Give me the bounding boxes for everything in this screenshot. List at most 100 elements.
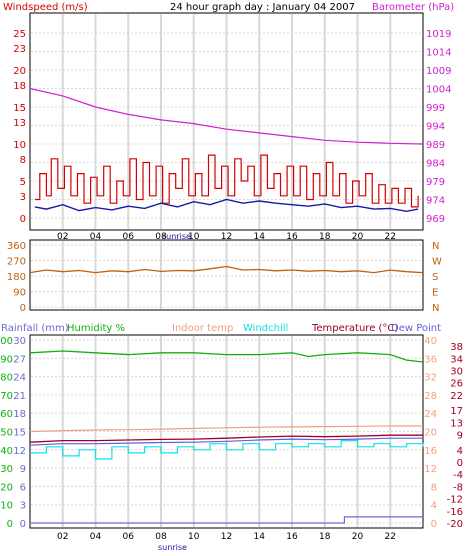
humidity-tick-label: 80 <box>0 373 13 384</box>
rainfall-line <box>30 516 423 524</box>
barometer-tick-label: 1004 <box>426 85 451 96</box>
x-tick-label-top: 14 <box>254 232 266 242</box>
indoor-tick-label: 8 <box>431 482 437 493</box>
compass-label: N <box>432 241 439 252</box>
indoor-tick-label: 20 <box>424 428 437 439</box>
compass-label: N <box>432 303 439 314</box>
x-tick-label-bottom: 06 <box>123 532 135 542</box>
windspeed-tick-label: 25 <box>13 29 26 40</box>
humidity-tick-label: 30 <box>0 464 13 475</box>
wind-direction-tick-label: 90 <box>13 288 26 299</box>
rainfall-label: Rainfall (mm) <box>1 323 69 334</box>
indoor-tick-label: 32 <box>424 373 437 384</box>
humidity-tick-label: 10 <box>0 501 13 512</box>
x-tick-label-bottom: 14 <box>254 532 266 542</box>
temperature-tick-label: 4 <box>457 446 463 457</box>
x-tick-label-top: 12 <box>221 232 232 242</box>
humidity-tick-label: 70 <box>0 391 13 402</box>
rainfall-tick-label: 30 <box>13 336 26 347</box>
temperature-tick-label: 0 <box>457 458 463 469</box>
humidity-tick-label: 0 <box>7 519 13 530</box>
x-tick-label-bottom: 18 <box>319 532 331 542</box>
windchill-line <box>30 440 424 460</box>
rainfall-tick-label: 9 <box>20 464 26 475</box>
indoor-tick-label: 40 <box>424 336 437 347</box>
temperature-tick-label: 26 <box>450 379 463 390</box>
rainfall-tick-label: 24 <box>13 373 26 384</box>
x-tick-label-top: 08 <box>155 232 167 242</box>
temperature-tick-label: 34 <box>450 354 463 365</box>
indoor-tick-label: 12 <box>424 464 437 475</box>
rainfall-tick-label: 15 <box>13 428 26 439</box>
barometer-tick-label: 979 <box>426 177 445 188</box>
indoor-tick-label: 28 <box>424 391 437 402</box>
humidity-tick-label: 20 <box>0 482 13 493</box>
temperature-tick-label: -4 <box>453 470 463 481</box>
windspeed-tick-label: 10 <box>13 140 26 151</box>
temperature-tick-label: -8 <box>453 482 463 493</box>
humidity-tick-label: 40 <box>0 446 13 457</box>
x-tick-label-top: 18 <box>319 232 331 242</box>
panel1-frame <box>29 12 424 231</box>
indoor-temp-label: Indoor temp <box>172 323 233 334</box>
x-tick-label-bottom: 10 <box>188 532 200 542</box>
humidity-line <box>29 350 424 363</box>
x-tick-label-bottom: 12 <box>221 532 232 542</box>
temperature-tick-label: 38 <box>450 342 463 353</box>
rainfall-tick-label: 18 <box>13 409 26 420</box>
indoor-tick-label: 36 <box>424 354 437 365</box>
humidity-tick-label: 90 <box>0 354 13 365</box>
windspeed-tick-label: 3 <box>20 192 26 203</box>
x-tick-label-bottom: 20 <box>352 532 364 542</box>
indoor-tick-label: 24 <box>424 409 437 420</box>
windspeed-tick-label: 13 <box>13 118 26 129</box>
rainfall-tick-label: 12 <box>13 446 26 457</box>
indoor-tick-label: 4 <box>431 501 437 512</box>
x-tick-label-top: 16 <box>286 232 298 242</box>
temperature-line <box>29 434 423 443</box>
x-tick-label-top: 04 <box>90 232 102 242</box>
series-lines <box>29 87 424 524</box>
humidity-tick-label: 60 <box>0 409 13 420</box>
windspeed-tick-label: 8 <box>20 155 26 166</box>
sunrise-label-2: sunrise <box>158 543 187 552</box>
temperature-tick-label: -16 <box>447 507 463 518</box>
windspeed-tick-label: 20 <box>13 66 26 77</box>
windspeed-tick-label: 18 <box>13 81 26 92</box>
temperature-tick-label: 17 <box>450 406 463 417</box>
x-tick-label-top: 20 <box>352 232 364 242</box>
wind-direction-tick-label: 270 <box>7 257 26 268</box>
windspeed-line <box>34 154 419 208</box>
rainfall-tick-label: 21 <box>13 391 26 402</box>
barometer-tick-label: 1019 <box>426 29 451 40</box>
rainfall-tick-label: 6 <box>20 482 26 493</box>
x-tick-label-bottom: 02 <box>57 532 68 542</box>
barometer-tick-label: 1009 <box>426 66 451 77</box>
rainfall-tick-label: 27 <box>13 354 26 365</box>
wind-direction-tick-label: 180 <box>7 272 26 283</box>
wind-direction-tick-label: 360 <box>7 241 26 252</box>
x-tick-label-bottom: 22 <box>385 532 396 542</box>
dewpoint-line <box>29 437 423 446</box>
dewpoint-label: Dew Point <box>391 323 441 334</box>
humidity-tick-label: 100 <box>0 336 13 347</box>
windchill-label: Windchill <box>243 323 288 334</box>
indoor-temp-line <box>29 425 423 433</box>
x-tick-label-top: 22 <box>385 232 396 242</box>
indoor-tick-label: 0 <box>431 519 437 530</box>
temperature-label: Temperature (°C) <box>311 323 398 334</box>
humidity-tick-label: 50 <box>0 428 13 439</box>
barometer-line <box>29 87 424 145</box>
temperature-tick-label: 13 <box>450 418 463 429</box>
sunrise-label-1: sunrise <box>162 232 191 241</box>
panel2-frame <box>29 239 424 311</box>
windspeed-tick-label: 23 <box>13 44 26 55</box>
barometer-tick-label: 974 <box>426 196 445 207</box>
barometer-tick-label: 969 <box>426 214 445 225</box>
rainfall-tick-label: 3 <box>20 501 26 512</box>
x-tick-label-bottom: 16 <box>286 532 298 542</box>
barometer-tick-label: 989 <box>426 140 445 151</box>
temperature-tick-label: 22 <box>450 391 463 402</box>
x-tick-label-top: 02 <box>57 232 68 242</box>
